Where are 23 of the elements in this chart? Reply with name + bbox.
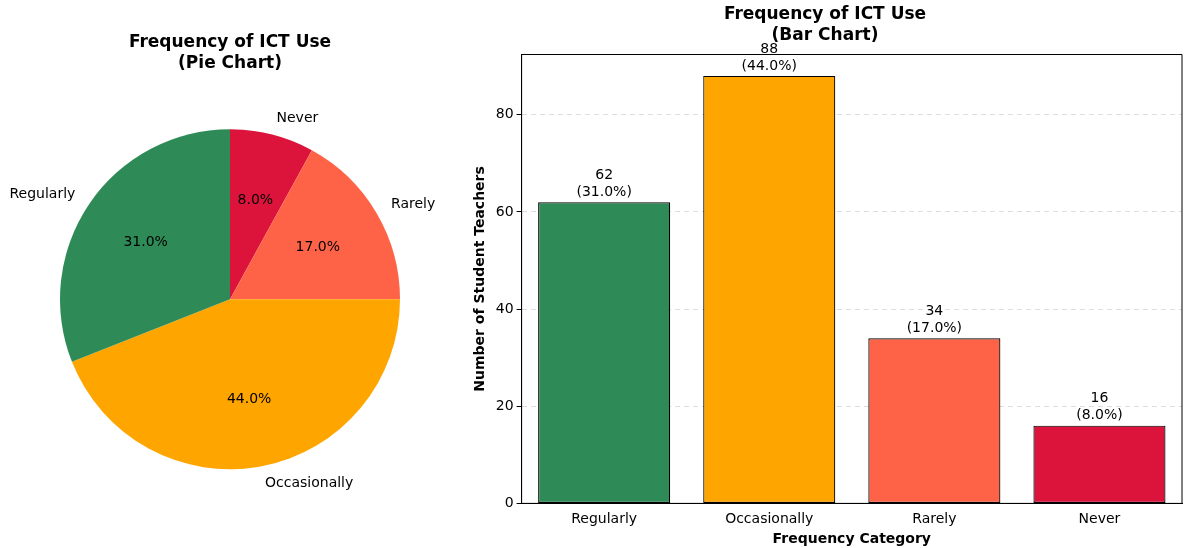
data-label: 62 (31.0%)	[576, 165, 632, 199]
slice-label: Never	[276, 108, 319, 125]
data-label: 17.0%	[295, 237, 341, 254]
x-tick-label: Never	[1078, 510, 1121, 527]
x-axis-title: Frequency Category	[772, 530, 932, 547]
y-tick-label: 20	[495, 396, 514, 413]
x-tick-label: Regularly	[571, 510, 638, 527]
chart-title: Frequency of ICT Use (Pie Chart)	[128, 31, 332, 73]
data-label: 31.0%	[123, 232, 168, 249]
slice-label: Regularly	[9, 184, 76, 201]
data-label: 8.0%	[237, 191, 274, 208]
y-tick-label: 60	[495, 202, 514, 219]
slice-label: Occasionally	[265, 473, 354, 490]
data-label: 34 (17.0%)	[906, 301, 963, 335]
y-axis-title: Number of Student Teachers	[471, 166, 488, 392]
x-tick-label: Rarely	[912, 510, 957, 527]
x-tick-label: Occasionally	[725, 510, 814, 527]
slice-label: Rarely	[390, 194, 436, 211]
y-tick-label: 40	[495, 299, 514, 316]
data-label: 44.0%	[226, 390, 272, 407]
data-label: 16 (8.0%)	[1076, 389, 1123, 423]
y-tick-label: 0	[504, 494, 514, 511]
y-tick-label: 80	[495, 105, 514, 122]
